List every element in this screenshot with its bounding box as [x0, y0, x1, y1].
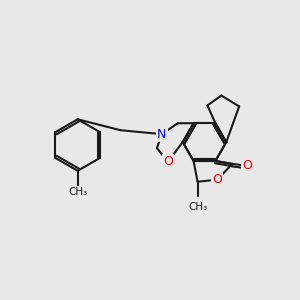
Text: N: N [157, 128, 167, 141]
Text: O: O [212, 173, 222, 186]
Text: O: O [163, 155, 173, 168]
Text: N: N [157, 128, 167, 141]
Text: O: O [212, 173, 222, 186]
Text: O: O [163, 155, 173, 168]
Text: CH₃: CH₃ [188, 202, 207, 212]
Text: O: O [242, 159, 252, 172]
Text: CH₃: CH₃ [68, 187, 87, 197]
Text: O: O [242, 159, 252, 172]
